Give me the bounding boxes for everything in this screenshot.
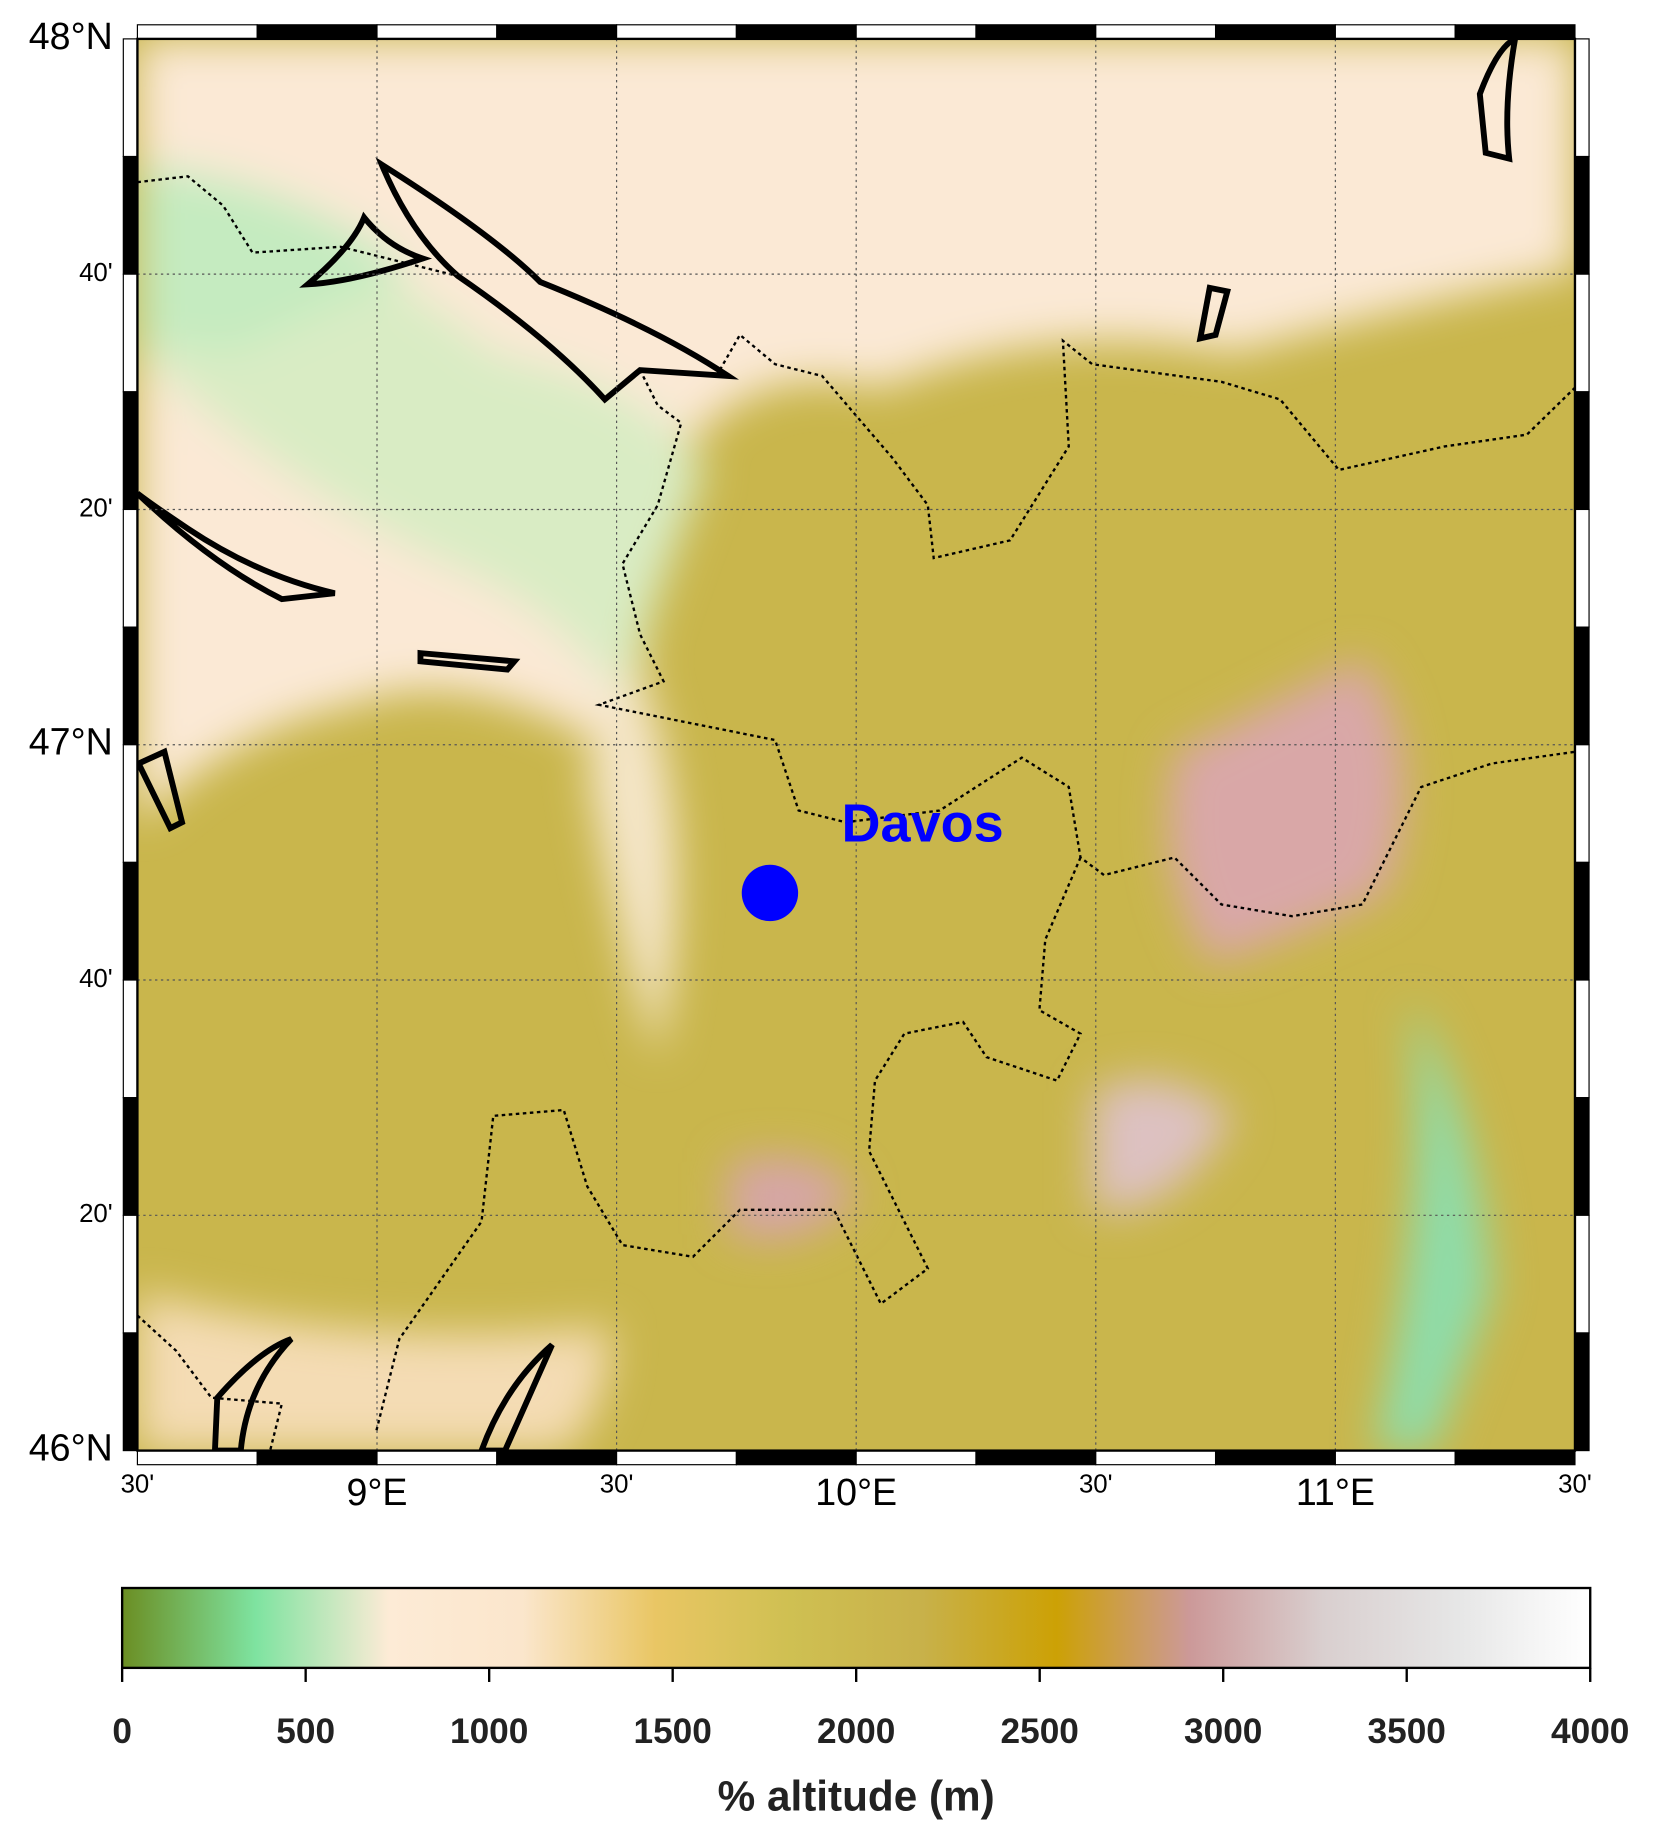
frame-segment <box>1095 24 1217 40</box>
frame-segment <box>496 1450 618 1466</box>
frame-segment <box>122 391 138 511</box>
y-tick-label: 48°N <box>29 15 113 57</box>
colorbar: 0 500 1000 1500 2000 2500 3000 3500 4000 <box>112 1586 1629 1751</box>
y-tick-label: 46°N <box>29 1427 113 1469</box>
labels: 30' 9°E 30' 10°E 30' 11°E 30' 46°N 20' 40' 47°N 20'… <box>29 15 1592 1513</box>
frame-segment <box>376 24 498 40</box>
y-tick-label: 40' <box>79 259 113 287</box>
frame-segment <box>122 38 138 158</box>
frame-segment <box>1214 24 1336 40</box>
frame-segment <box>1214 1450 1336 1466</box>
frame-segment <box>1574 508 1590 628</box>
frame-segment <box>1574 744 1590 863</box>
frame-segment <box>1334 24 1456 40</box>
frame-segment <box>136 1450 258 1466</box>
frame-segment <box>1334 1450 1456 1466</box>
frame-segment <box>1574 861 1590 981</box>
frame-segment <box>122 1097 138 1216</box>
colorbar-gradient <box>120 1586 1592 1670</box>
frame-segment <box>376 1450 498 1466</box>
colorbar-tick-label: 3500 <box>1368 1712 1446 1751</box>
x-tick-label: 10°E <box>815 1471 897 1513</box>
y-tick-label: 20' <box>79 494 113 522</box>
location-marker <box>741 864 799 922</box>
frame-segment <box>256 1450 378 1466</box>
colorbar-tick-label: 2000 <box>817 1712 895 1751</box>
frame-segment <box>1574 626 1590 746</box>
frame-segment <box>122 1332 138 1452</box>
x-tick-label: 30' <box>121 1471 155 1499</box>
x-tick-label: 11°E <box>1296 1471 1375 1513</box>
colorbar-tick-label: 500 <box>276 1712 335 1751</box>
borders <box>137 175 1575 1451</box>
frame-segment <box>1574 1097 1590 1216</box>
location-label: Davos <box>842 793 1004 853</box>
map-border <box>136 37 1577 1452</box>
y-tick-label: 47°N <box>29 721 113 763</box>
frame-segment <box>122 508 138 628</box>
frame-segment <box>496 24 618 40</box>
frame-segment <box>136 24 258 40</box>
frame-segment <box>855 1450 977 1466</box>
frame <box>122 24 1590 1466</box>
colorbar-tick-label: 1000 <box>450 1712 528 1751</box>
frame-segment <box>122 155 138 275</box>
x-tick-label: 9°E <box>347 1471 408 1513</box>
x-tick-label: 30' <box>1558 1471 1592 1499</box>
frame-segment <box>256 24 378 40</box>
frame-segment <box>1574 155 1590 275</box>
frame-segment <box>122 626 138 746</box>
frame-segment <box>122 273 138 393</box>
lakes <box>137 38 1519 1451</box>
colorbar-label: % altitude (m) <box>718 1773 995 1820</box>
frame-segment <box>1574 273 1590 393</box>
y-tick-label: 20' <box>79 1200 113 1228</box>
frame-segment <box>975 1450 1097 1466</box>
frame-segment <box>1454 1450 1576 1466</box>
colorbar-tick-label: 3000 <box>1184 1712 1262 1751</box>
frame-segment <box>122 744 138 863</box>
frame-segment <box>735 24 857 40</box>
frame-segment <box>1095 1450 1217 1466</box>
frame-segment <box>1454 24 1576 40</box>
frame-segment <box>1574 391 1590 511</box>
frame-segment <box>122 979 138 1099</box>
frame-segment <box>1574 1332 1590 1452</box>
frame-segment <box>1574 38 1590 158</box>
frame-segment <box>855 24 977 40</box>
frame-segment <box>1574 1214 1590 1334</box>
frame-segment <box>1574 979 1590 1099</box>
colorbar-tick-label: 2500 <box>1001 1712 1079 1751</box>
colorbar-tick-label: 0 <box>112 1712 132 1751</box>
frame-segment <box>975 24 1097 40</box>
frame-segment <box>616 24 737 40</box>
colorbar-tick-label: 1500 <box>633 1712 711 1751</box>
frame-segment <box>122 861 138 981</box>
x-tick-label: 30' <box>1079 1471 1113 1499</box>
frame-segment <box>616 1450 737 1466</box>
colorbar-tick-label: 4000 <box>1551 1712 1629 1751</box>
y-tick-label: 40' <box>79 965 113 993</box>
x-tick-label: 30' <box>600 1471 634 1499</box>
frame-segment <box>735 1450 857 1466</box>
frame-segment <box>122 1214 138 1334</box>
